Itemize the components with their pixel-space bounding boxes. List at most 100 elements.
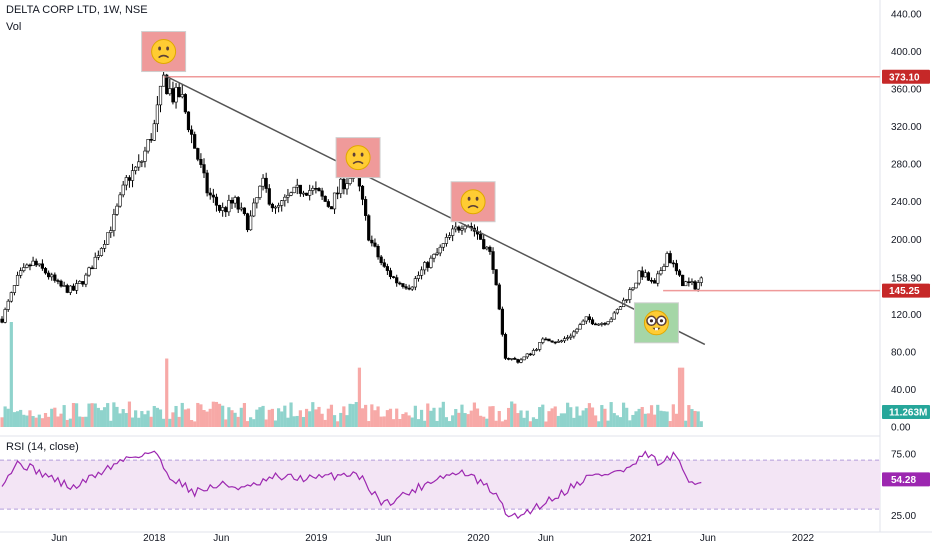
candle-body (130, 170, 135, 181)
candle (109, 226, 113, 238)
volume-bar (674, 413, 679, 427)
candle-body (345, 183, 349, 190)
volume-bar (469, 410, 473, 427)
candle (59, 279, 63, 288)
candle (152, 119, 156, 141)
candle-body (503, 334, 508, 359)
candle-body (671, 262, 675, 265)
volume-bar (600, 405, 604, 427)
candle (186, 111, 191, 133)
candle-body (463, 225, 467, 230)
price-tick-label: 120.00 (891, 310, 922, 321)
volume-bar (693, 410, 697, 427)
candle (31, 256, 35, 267)
candle-body (649, 280, 654, 282)
emoji-eye (352, 152, 356, 157)
candle (423, 261, 427, 275)
volume-bar (687, 405, 691, 427)
volume-bar (594, 415, 598, 427)
candle-body (53, 274, 57, 281)
candle-body (407, 287, 411, 290)
candle-body (273, 206, 278, 209)
price-tick-label: 40.00 (891, 385, 916, 396)
candle-body (677, 270, 682, 276)
candle (494, 269, 498, 286)
volume-bar (566, 402, 570, 427)
candle (587, 313, 591, 323)
candle (227, 194, 231, 216)
volume-bar (370, 404, 374, 427)
candle-body (43, 268, 48, 274)
candle-body (479, 233, 483, 240)
candle (242, 207, 247, 216)
candle-body (295, 184, 299, 188)
resistance-price-tag-bg (882, 69, 930, 84)
candle-body (62, 285, 66, 287)
volume-bar (637, 408, 641, 427)
volume-bar (587, 403, 591, 427)
volume-bar (252, 419, 256, 427)
volume-bar (541, 404, 545, 427)
candle (22, 263, 26, 273)
candle-body (31, 260, 35, 267)
volume-bar (155, 407, 159, 427)
candle-body (127, 177, 132, 181)
volume-bar (162, 418, 166, 427)
candle (56, 278, 60, 285)
volume-bar (314, 409, 318, 427)
candle-body (534, 349, 539, 351)
volume-bar (342, 406, 346, 427)
volume-bar (295, 415, 299, 427)
candle (320, 187, 324, 201)
volume-bar (152, 405, 156, 427)
candle (326, 199, 330, 208)
candle (81, 281, 85, 287)
candle-body (59, 280, 63, 287)
emoji-mouth (158, 54, 170, 59)
volume-bar (193, 421, 197, 427)
candle (78, 280, 82, 284)
volume-bar (671, 404, 675, 427)
volume-bar (112, 402, 116, 427)
candle (373, 238, 377, 248)
candle (556, 339, 560, 343)
volume-bar (304, 408, 309, 427)
candle-body (451, 228, 455, 236)
candle-body (74, 283, 79, 291)
volume-value-tag-bg (882, 405, 930, 419)
candle-body (168, 88, 172, 95)
volume-bar (643, 413, 647, 427)
candle-body (78, 281, 82, 284)
emoji-teeth (654, 327, 658, 331)
volume-bar (320, 413, 324, 427)
volume-bar (435, 420, 439, 427)
volume-bar (491, 406, 495, 427)
candle (68, 285, 72, 296)
volume-bar (217, 403, 222, 427)
candle (283, 194, 287, 207)
candle (503, 332, 508, 360)
volume-bar (264, 419, 268, 427)
candle-body (376, 245, 380, 258)
volume-bar (684, 420, 688, 427)
volume-bar (376, 406, 380, 427)
support-price-tag: 145.25 (882, 283, 930, 298)
candle-body (603, 323, 607, 325)
candle (9, 291, 13, 303)
candle (40, 259, 45, 271)
candle-body (71, 285, 76, 291)
rsi-value-tag: 54.28 (882, 472, 930, 487)
candle (447, 232, 452, 240)
candle (659, 267, 663, 276)
rsi-line (1, 450, 702, 520)
candle (435, 248, 439, 256)
candle-body (124, 177, 128, 186)
candle-body (419, 269, 424, 276)
candle-body (693, 281, 697, 290)
candle-body (653, 280, 657, 284)
horizontal-levels (163, 76, 880, 292)
candle (270, 202, 274, 212)
candle (432, 253, 436, 263)
candle-body (255, 197, 259, 204)
